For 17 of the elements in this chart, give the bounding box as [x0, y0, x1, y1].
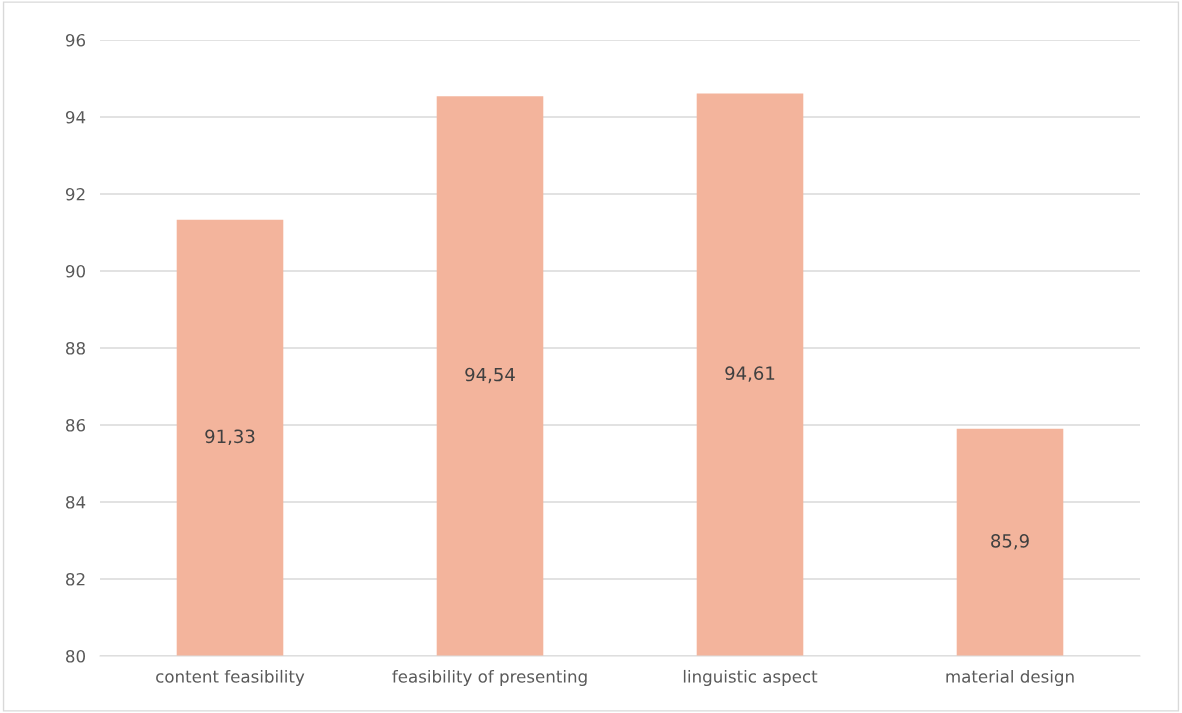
y-tick-label: 94: [65, 110, 86, 124]
y-tick-label: 88: [66, 341, 85, 355]
y-tick-label: 96: [65, 33, 86, 47]
x-tick-label: content feasibility: [156, 669, 305, 687]
x-tick-label: linguistic aspect: [683, 669, 818, 687]
data-label: 91,33: [205, 429, 255, 445]
data-label: 94,61: [725, 366, 775, 382]
y-tick-label: 86: [66, 418, 86, 432]
y-tick-label: 84: [66, 495, 86, 509]
y-tick-label: 82: [66, 572, 85, 586]
y-tick-label: 80: [66, 649, 85, 663]
y-tick-label: 90: [65, 264, 85, 278]
y-tick-label: 92: [65, 187, 85, 201]
x-tick-label: material design: [946, 669, 1074, 687]
data-label: 85,9: [991, 534, 1029, 550]
x-tick-label: feasibility of presenting: [392, 669, 587, 687]
data-label: 94,54: [465, 367, 515, 384]
